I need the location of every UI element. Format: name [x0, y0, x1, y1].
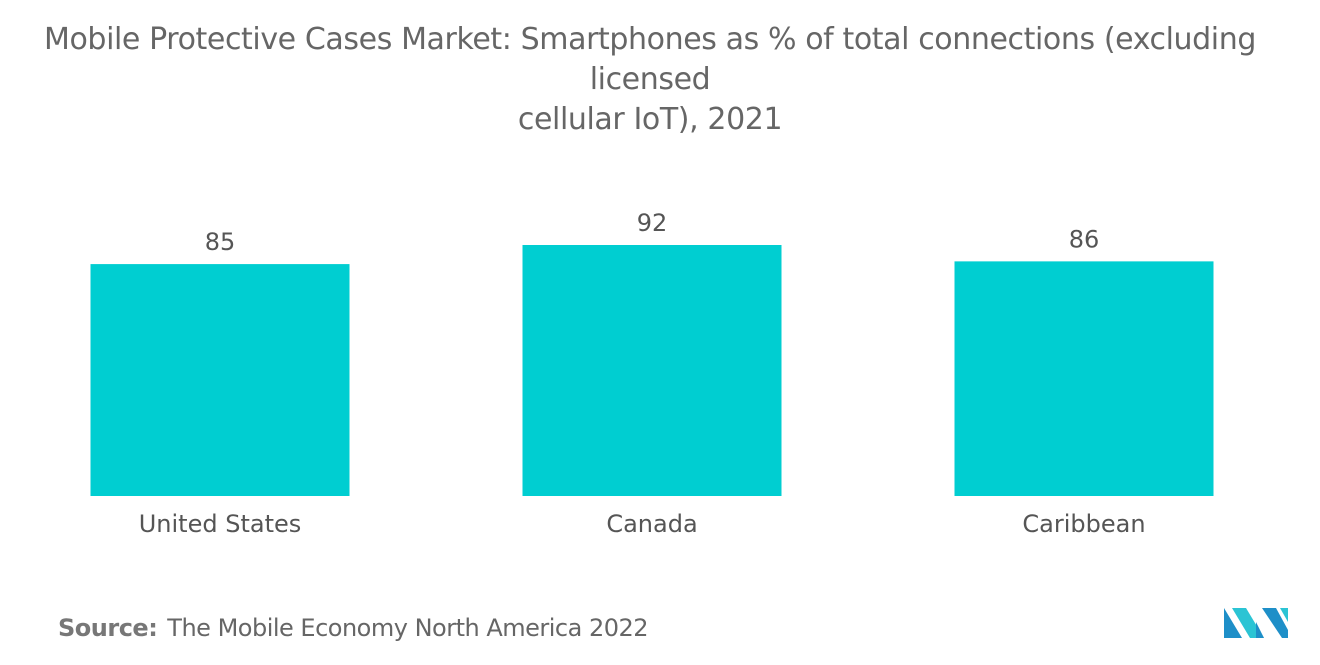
- data-label-canada: 92: [637, 209, 668, 237]
- logo-stroke-5: [1280, 608, 1288, 622]
- bar-canada: [522, 245, 782, 496]
- chart-title: Mobile Protective Cases Market: Smartpho…: [0, 20, 1300, 140]
- bar-caribbean: [954, 261, 1214, 496]
- source-label: Source:: [58, 614, 158, 642]
- mordor-intelligence-logo-icon: [1224, 608, 1288, 638]
- bar-chart: 85 United States 92 Canada 86 Caribbean: [90, 209, 1214, 538]
- chart-title-line-1: Mobile Protective Cases Market: Smartpho…: [43, 22, 1257, 97]
- data-label-caribbean: 86: [1069, 225, 1100, 253]
- category-label-united-states: United States: [139, 510, 302, 538]
- logo-stroke-1: [1224, 608, 1242, 638]
- chart-title-line-2: cellular IoT), 2021: [517, 102, 783, 137]
- logo-stroke-3: [1262, 608, 1288, 638]
- bar-united-states: [90, 264, 350, 496]
- source-note: Source: The Mobile Economy North America …: [58, 612, 649, 644]
- data-label-united-states: 85: [205, 228, 236, 256]
- category-label-canada: Canada: [606, 510, 697, 538]
- logo-stroke-4: [1256, 622, 1264, 638]
- category-label-caribbean: Caribbean: [1022, 510, 1145, 538]
- source-text: The Mobile Economy North America 2022: [167, 614, 649, 642]
